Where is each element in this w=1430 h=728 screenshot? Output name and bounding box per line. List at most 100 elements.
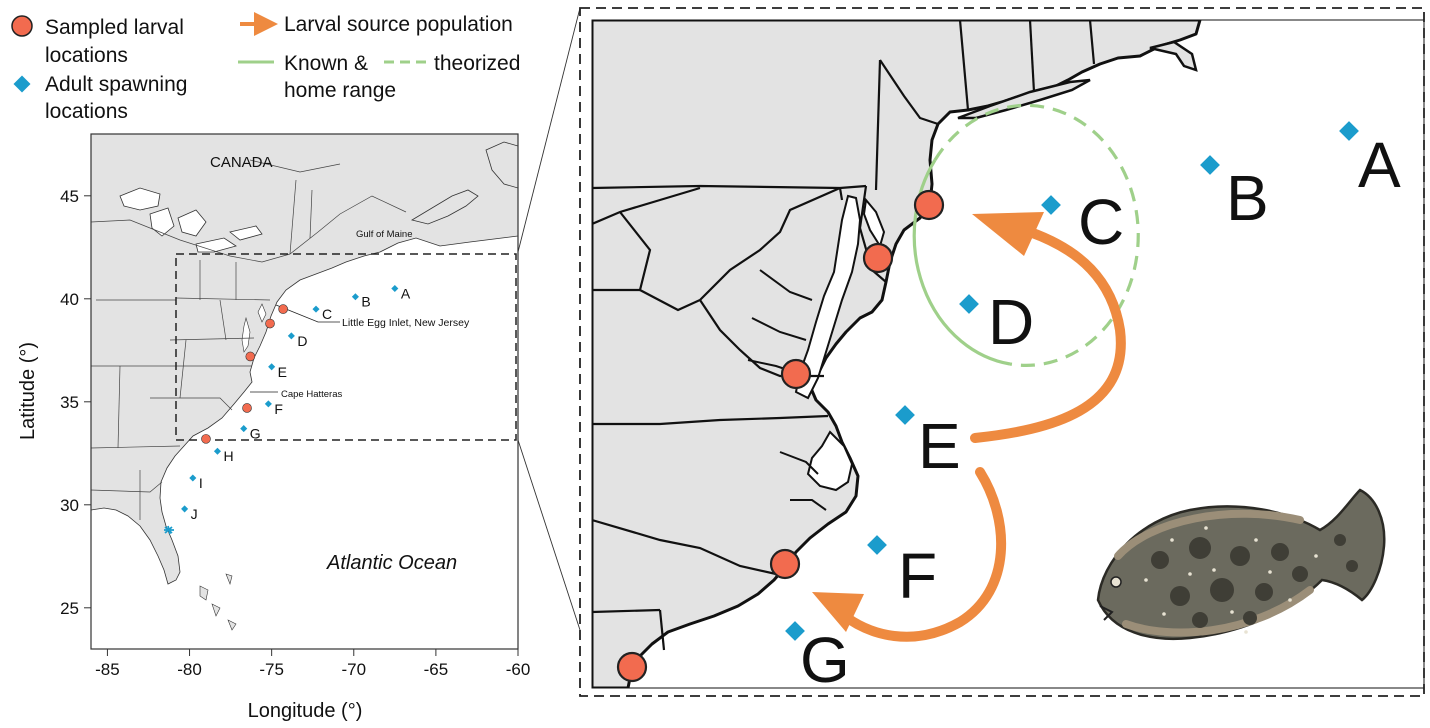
detail-chesapeake-bay bbox=[794, 194, 862, 400]
y-tick-label: 25 bbox=[60, 599, 79, 618]
x-tick-label: -80 bbox=[177, 660, 202, 679]
detail-label-e: E bbox=[918, 410, 961, 482]
zoom-extent-box bbox=[175, 253, 517, 441]
overview-spawning-label: C bbox=[322, 306, 332, 322]
overview-spawning-label: A bbox=[401, 286, 411, 302]
larval-site-de bbox=[862, 242, 894, 274]
x-tick-label: -85 bbox=[95, 660, 120, 679]
y-tick-label: 45 bbox=[60, 187, 79, 206]
flounder-eye bbox=[1110, 576, 1122, 588]
legend-sampled-line2: locations bbox=[45, 44, 128, 67]
spawning-site-d bbox=[959, 294, 979, 314]
legend-theorized-label: theorized bbox=[434, 52, 520, 75]
overview-star-marker bbox=[164, 525, 174, 535]
overview-larval-site bbox=[201, 434, 211, 444]
overview-spawning-site bbox=[189, 474, 197, 482]
spawning-site-g bbox=[785, 621, 805, 641]
overview-label-canada: CANADA bbox=[210, 154, 273, 171]
overview-spawning-site bbox=[213, 447, 221, 455]
spawning-site-b bbox=[1200, 155, 1220, 175]
detail-dashed-border bbox=[579, 7, 1425, 697]
overview-label-gulf: Gulf of Maine bbox=[356, 229, 413, 240]
overview-map: -85 -80 -75 -70 -65 -60 25 30 35 40 45 Longitude … bbox=[17, 133, 530, 722]
legend-source-label: Larval source population bbox=[284, 13, 513, 36]
y-tick-label: 35 bbox=[60, 393, 79, 412]
legend-adult-line2: locations bbox=[45, 100, 128, 123]
overview-boundaries bbox=[91, 159, 407, 520]
flounder-mouth bbox=[1099, 605, 1114, 621]
larval-site-sc bbox=[616, 651, 648, 683]
overview-y-axis-label: Latitude (°) bbox=[17, 342, 39, 440]
overview-spawning-site bbox=[268, 363, 276, 371]
overview-great-lakes bbox=[119, 187, 263, 253]
overview-x-axis-label: Longitude (°) bbox=[248, 700, 363, 722]
overview-spawning-label: F bbox=[274, 401, 283, 417]
overview-label-inlet: Little Egg Inlet, New Jersey bbox=[342, 317, 470, 329]
detail-label-d: D bbox=[988, 286, 1034, 358]
x-tick-label: -70 bbox=[341, 660, 366, 679]
inlet-leader-line bbox=[275, 304, 340, 323]
overview-spawning-label: D bbox=[297, 333, 307, 349]
legend: Sampled larval locations Adult spawning … bbox=[11, 12, 520, 123]
detail-site-labels: A B C D E F G bbox=[800, 129, 1401, 696]
flounder-spots bbox=[1151, 534, 1358, 628]
spawning-site-e bbox=[895, 405, 915, 425]
legend-known-label: Known & bbox=[284, 52, 368, 75]
detail-larval-sites bbox=[616, 189, 945, 683]
overview-spawning-label: H bbox=[223, 448, 233, 464]
home-range-theorized bbox=[933, 103, 1140, 367]
detail-pamlico-sound bbox=[806, 430, 854, 492]
detail-spawning-sites bbox=[785, 121, 1359, 641]
spawning-site-c bbox=[1041, 195, 1061, 215]
larval-site-va bbox=[780, 358, 812, 390]
overview-frame bbox=[90, 133, 519, 650]
overview-spawning-site bbox=[181, 505, 189, 513]
overview-spawning-label: G bbox=[250, 426, 261, 442]
flounder-fin-top bbox=[1114, 509, 1304, 560]
overview-larval-site bbox=[242, 403, 252, 413]
overview-larval-site bbox=[278, 304, 288, 314]
overview-islands bbox=[199, 573, 237, 631]
legend-home-range-label: home range bbox=[284, 79, 396, 102]
detail-long-island bbox=[957, 78, 1091, 120]
detail-label-g: G bbox=[800, 624, 850, 696]
flounder-fin-bottom bbox=[1122, 586, 1314, 637]
larval-site-nc bbox=[769, 548, 801, 580]
overview-spawning-site bbox=[264, 400, 272, 408]
overview-larval-site bbox=[245, 351, 256, 362]
y-tick-label: 30 bbox=[60, 496, 79, 515]
overview-spawning-label: J bbox=[191, 506, 198, 522]
source-arrow-north-shaft bbox=[970, 227, 1126, 443]
detail-label-f: F bbox=[898, 540, 937, 612]
x-tick-label: -75 bbox=[259, 660, 284, 679]
overview-spawning-site bbox=[287, 332, 295, 340]
spawning-site-a bbox=[1339, 121, 1359, 141]
detail-label-b: B bbox=[1226, 162, 1269, 234]
detail-cape-cod bbox=[1149, 40, 1198, 72]
legend-sampled-line1: Sampled larval bbox=[45, 16, 184, 39]
flounder-speckles bbox=[1144, 526, 1318, 634]
legend-spawning-marker bbox=[13, 75, 31, 93]
overview-spawning-site bbox=[351, 293, 359, 301]
source-arrow-south-head bbox=[812, 592, 864, 632]
spawning-site-f bbox=[867, 535, 887, 555]
overview-spawning-label: B bbox=[361, 294, 370, 310]
source-arrow-south-shaft bbox=[837, 467, 1007, 642]
source-arrow-north-head bbox=[972, 212, 1044, 256]
overview-larval-site bbox=[265, 318, 275, 329]
legend-adult-line1: Adult spawning bbox=[45, 73, 187, 96]
overview-spawning-label: E bbox=[278, 364, 287, 380]
detail-label-c: C bbox=[1078, 186, 1124, 258]
overview-chesapeake bbox=[241, 303, 267, 353]
overview-nova-scotia bbox=[410, 189, 479, 225]
zoom-connector-bottom bbox=[517, 439, 581, 631]
overview-spawning-label: I bbox=[199, 475, 203, 491]
overview-markers: A B CDE FG H IJ bbox=[181, 284, 411, 522]
larval-site-nj bbox=[913, 189, 945, 221]
flounder-illustration bbox=[1096, 488, 1386, 640]
overview-spawning-site bbox=[240, 425, 248, 433]
overview-label-hatteras: Cape Hatteras bbox=[281, 389, 343, 400]
detail-label-a: A bbox=[1358, 129, 1401, 201]
zoom-connector-top bbox=[517, 7, 581, 253]
